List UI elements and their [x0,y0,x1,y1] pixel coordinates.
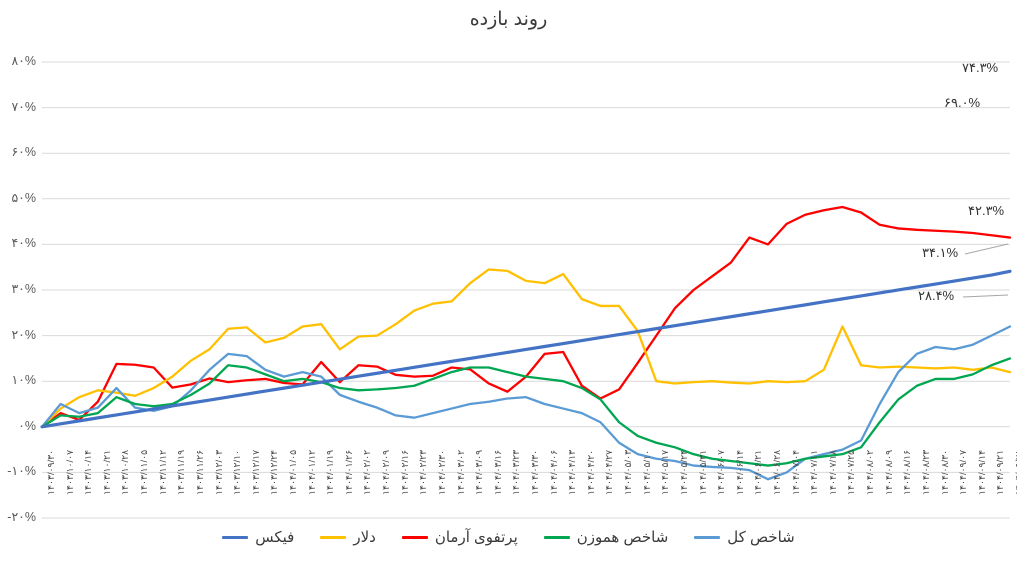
x-axis-tick-label: ۱۴۰۳/۱۱/۰۵ [139,449,150,495]
x-axis-tick-label: ۱۴۰۴/۰۸/۰۲ [865,449,876,495]
page-title: روند بازده [469,9,548,30]
x-axis-tick-label: ۱۴۰۳/۱۲/۱۷ [250,449,261,495]
legend-label: شاخص کل [727,529,795,546]
x-axis-tick-label: ۱۴۰۳/۱۱/۲۶ [194,449,205,495]
x-axis-tick-label: ۱۴۰۴/۰۳/۰۹ [474,449,485,495]
x-axis-tick-label: ۱۴۰۴/۰۳/۳۰ [530,449,540,495]
x-axis-tick-label: ۱۴۰۴/۰۴/۰۶ [548,449,559,495]
x-axis-tick-label: ۱۴۰۳/۱۰/۲۱ [101,449,112,495]
legend-swatch-icon [694,535,721,539]
x-axis-tick-label: ۱۴۰۴/۰۱/۰۵ [288,449,298,495]
data-label: ۴۲.۳% [968,203,1005,218]
legend-item[interactable]: فیکس [222,528,294,546]
x-axis-tick-label: ۱۴۰۳/۱۰/۰۷ [64,449,75,495]
x-axis-tick-label: ۱۴۰۴/۰۷/۰۴ [790,449,801,495]
legend-swatch-icon [401,535,428,539]
x-axis-tick-label: ۱۴۰۴/۰۸/۰۹ [883,449,894,495]
x-axis-tick-label: ۱۴۰۴/۰۵/۱۰ [641,449,652,495]
y-axis-tick-label: ۸۰% [11,54,36,68]
y-axis-tick-label: ۵۰% [11,190,36,205]
x-axis-tick-label: ۱۴۰۴/۰۱/۱۹ [325,449,336,495]
x-axis-tick-label: ۱۴۰۳/۰۹/۳۰ [46,449,56,495]
x-axis-tick-label: ۱۴۰۴/۰۱/۱۲ [306,449,317,495]
x-axis-tick-label: ۱۴۰۳/۱۰/۱۴ [83,449,94,495]
legend-item[interactable]: شاخص کل [694,528,795,546]
x-axis-tick-label: ۱۴۰۴/۰۵/۳۱ [697,449,708,495]
x-axis-tick-label: ۱۴۰۴/۰۳/۲۳ [511,449,522,495]
chart-legend: فیکس دلار پرتفوی آرمان شاخص هموزن شاخص کل [0,528,1017,546]
x-axis-tick-label: ۱۴۰۴/۰۸/۲۳ [920,449,931,495]
x-axis-tick-label: ۱۴۰۴/۰۹/۱۴ [976,449,987,495]
series-line [40,357,1012,467]
y-axis-tick-label: -۲۰% [7,510,36,524]
data-label: ۲۸.۴% [918,288,955,303]
x-axis-tick-label: ۱۴۰۳/۱۲/۲۴ [269,449,280,495]
y-axis-tick-label: ۳۰% [11,282,36,296]
x-axis-tick-label: ۱۴۰۴/۰۹/۲۱ [995,449,1006,495]
x-axis-tick-label: ۱۴۰۴/۰۳/۰۲ [455,449,466,495]
x-axis-tick-label: ۱۴۰۴/۰۷/۲۵ [846,449,857,495]
x-axis-tick-label: ۱۴۰۴/۰۸/۳۰ [939,449,950,495]
data-label: ۳۴.۱% [922,245,959,260]
x-axis-tick-label: ۱۴۰۳/۱۰/۲۸ [120,449,131,495]
x-axis-tick-label: ۱۴۰۴/۰۹/۰۷ [958,449,969,495]
x-axis-tick-label: ۱۴۰۴/۰۵/۰۳ [623,449,634,495]
x-axis-tick-label: ۱۴۰۴/۰۱/۲۶ [343,449,354,495]
series-line [40,325,1012,481]
x-axis-tick-label: ۱۴۰۴/۰۵/۲۴ [678,449,689,495]
x-axis-tick-label: ۱۴۰۴/۰۸/۱۶ [902,449,913,495]
legend-label: فیکس [255,529,295,546]
legend-item[interactable]: دلار [320,528,376,546]
x-axis-tick-label: ۱۴۰۴/۰۴/۲۷ [604,449,615,495]
legend-label: پرتفوی آرمان [434,529,518,546]
x-axis-tick-label: ۱۴۰۳/۱۱/۱۲ [157,449,168,495]
data-label: ۶۹.۰% [944,95,981,110]
label-leader-line [964,243,1009,255]
y-axis-tick-label: ۱۰% [11,373,36,388]
series-line [40,268,1012,428]
y-axis-tick-label: ۲۰% [11,327,36,342]
legend-label: دلار [353,529,376,546]
x-axis-tick-label: ۱۴۰۴/۰۲/۲۳ [418,449,429,495]
x-axis-tick-label: ۱۴۰۴/۰۶/۰۷ [716,449,727,495]
x-axis-tick-label: ۱۴۰۳/۱۱/۱۹ [176,449,187,495]
x-axis-tick-label: ۱۴۰۴/۰۲/۳۰ [436,449,447,495]
legend-item[interactable]: پرتفوی آرمان [401,528,518,546]
x-axis-tick-label: ۱۴۰۳/۱۲/۰۳ [213,449,224,495]
x-axis-tick-label: ۱۴۰۴/۰۴/۲۰ [585,449,596,495]
y-axis-tick-label: -۱۰% [7,464,36,479]
legend-swatch-icon [543,535,570,539]
label-leader-line [962,294,1009,298]
x-axis-tick-label: ۱۴۰۴/۰۶/۲۱ [753,449,764,495]
x-axis-tick-label: ۱۴۰۳/۱۲/۱۰ [232,449,243,495]
x-axis-tick-label: ۱۴۰۴/۰۶/۲۸ [772,449,782,495]
x-axis-tick-label: ۱۴۰۴/۰۶/۱۴ [734,449,745,495]
x-axis-tick-label: ۱۴۰۴/۰۴/۱۳ [567,449,578,495]
x-axis-tick-label: ۱۴۰۴/۰۷/۱۸ [827,449,838,495]
legend-swatch-icon [320,535,347,539]
data-label: ۷۴.۳% [962,60,999,75]
x-axis-tick-label: ۱۴۰۴/۰۲/۰۹ [381,449,392,495]
x-axis-tick-label: ۱۴۰۴/۰۷/۱۱ [809,449,820,495]
x-axis-tick-label: ۱۴۰۴/۰۲/۰۲ [362,449,373,495]
y-axis-tick-label: ۶۰% [11,145,36,160]
y-axis-tick-label: ۰% [18,418,36,433]
legend-item[interactable]: شاخص هموزن [543,528,669,546]
x-axis-tick-label: ۱۴۰۴/۰۲/۱۶ [399,449,410,495]
series-line [40,269,1012,429]
y-axis-tick-label: ۷۰% [11,99,36,114]
legend-swatch-icon [222,535,249,539]
y-axis-tick-label: ۴۰% [11,236,36,251]
legend-label: شاخص هموزن [576,529,669,546]
x-axis-tick-label: ۱۴۰۴/۰۵/۱۷ [660,449,671,495]
x-axis-tick-label: ۱۴۰۴/۰۳/۱۶ [492,449,503,495]
